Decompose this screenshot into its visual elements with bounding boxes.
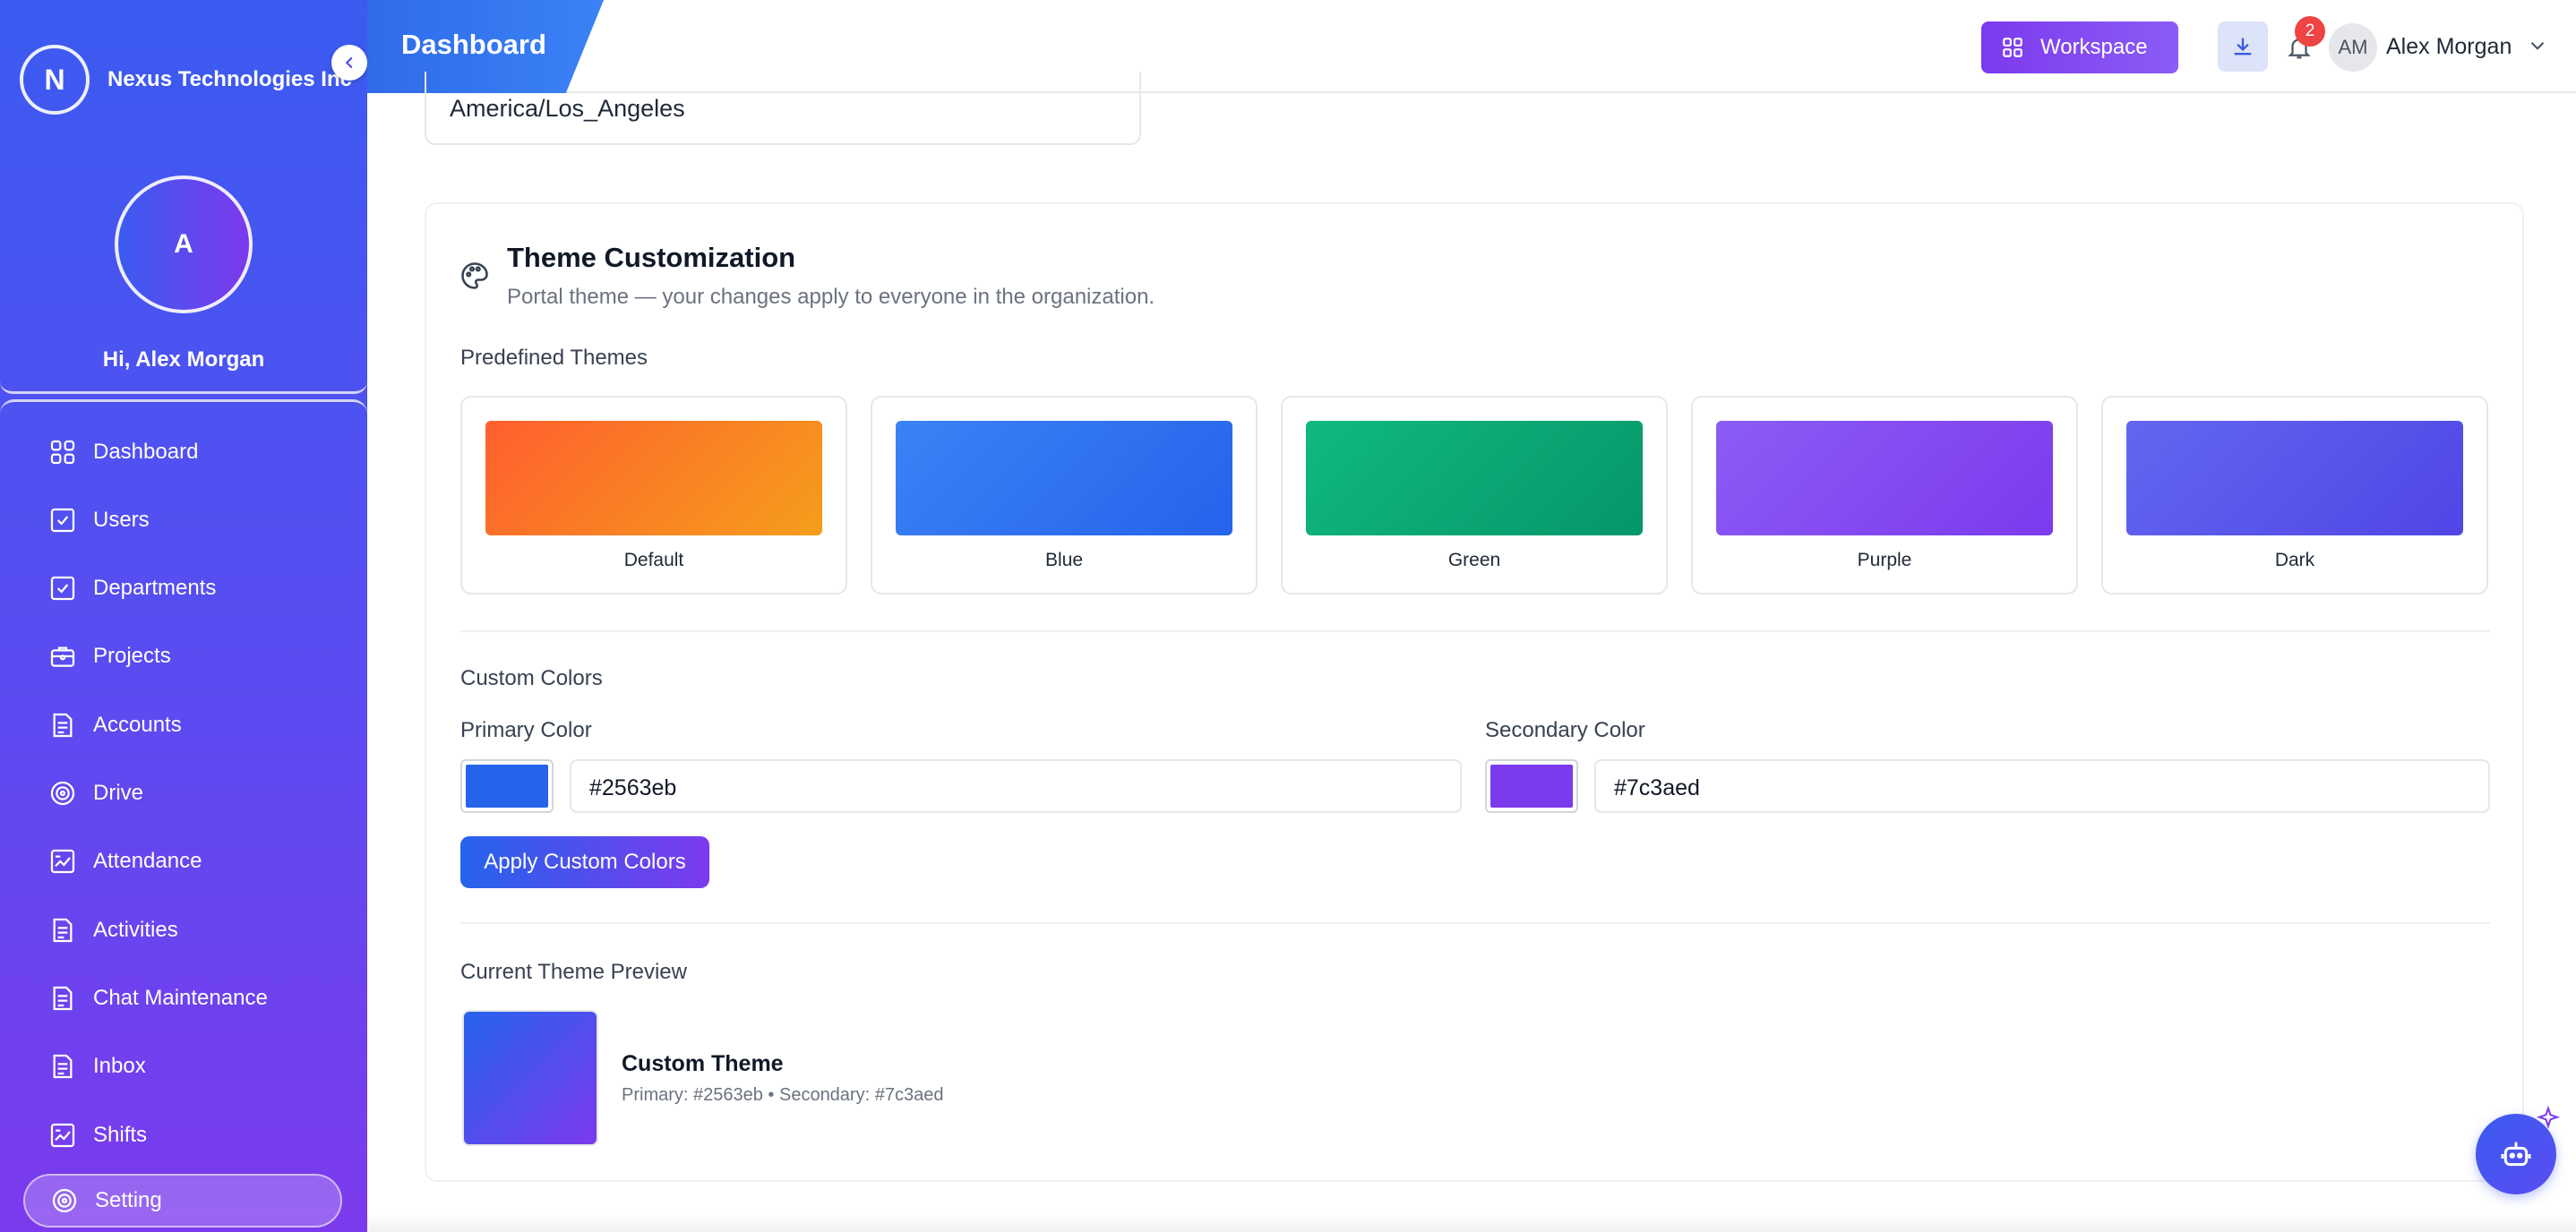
- assistant-button[interactable]: [2476, 1114, 2556, 1194]
- sidebar-item-shifts[interactable]: Shifts: [23, 1108, 342, 1162]
- sidebar-item-label: Attendance: [93, 849, 202, 873]
- checkbox-icon: [47, 572, 79, 604]
- theme-swatch: [2126, 421, 2463, 535]
- sidebar-item-label: Chat Maintenance: [93, 986, 268, 1010]
- sidebar-item-departments[interactable]: Departments: [23, 561, 342, 615]
- chevron-left-icon: [345, 56, 353, 69]
- gear-icon: [48, 1185, 81, 1217]
- document-icon: [47, 914, 79, 946]
- sidebar-item-projects[interactable]: Projects: [23, 629, 342, 683]
- primary-color-input[interactable]: #2563eb: [570, 759, 1462, 813]
- company-logo: N: [20, 45, 90, 115]
- grid-icon: [47, 436, 79, 468]
- workspace-button[interactable]: Workspace: [1981, 21, 2178, 73]
- theme-swatch: [896, 421, 1232, 535]
- sidebar-item-chat-maintenance[interactable]: Chat Maintenance: [23, 971, 342, 1025]
- theme-customization-card: Theme Customization Portal theme — your …: [425, 202, 2524, 1182]
- current-theme-preview-label: Current Theme Preview: [460, 960, 687, 984]
- theme-name: Dark: [2274, 550, 2315, 570]
- timezone-field[interactable]: America/Los_Angeles: [425, 72, 1141, 145]
- chevron-down-icon[interactable]: [2526, 34, 2549, 57]
- sidebar-nav: Dashboard Users Departments Projects Acc…: [0, 399, 367, 1232]
- theme-option-blue[interactable]: Blue: [871, 396, 1258, 595]
- bottom-shade: [367, 1214, 2576, 1232]
- sidebar-item-inbox[interactable]: Inbox: [23, 1040, 342, 1093]
- sidebar-item-label: Accounts: [93, 713, 182, 737]
- profile-avatar: A: [115, 175, 253, 313]
- chart-icon: [47, 1119, 79, 1151]
- notification-badge: 2: [2295, 16, 2325, 47]
- theme-option-dark[interactable]: Dark: [2101, 396, 2488, 595]
- disc-icon: [47, 777, 79, 809]
- sidebar-item-dashboard[interactable]: Dashboard: [23, 425, 342, 479]
- workspace-label: Workspace: [2040, 35, 2148, 59]
- predefined-themes-label: Predefined Themes: [460, 346, 648, 370]
- theme-swatch: [485, 421, 822, 535]
- theme-option-purple[interactable]: Purple: [1691, 396, 2078, 595]
- apply-custom-colors-button[interactable]: Apply Custom Colors: [460, 836, 709, 888]
- briefcase-icon: [47, 640, 79, 672]
- secondary-color-input[interactable]: #7c3aed: [1594, 759, 2490, 813]
- theme-swatch: [1306, 421, 1643, 535]
- sparkle-icon: [2535, 1105, 2562, 1132]
- document-icon: [47, 709, 79, 741]
- download-icon: [2234, 38, 2252, 56]
- sidebar-item-users[interactable]: Users: [23, 493, 342, 547]
- theme-swatch: [1716, 421, 2053, 535]
- top-header: Dashboard Workspace 2 AM Alex Morgan: [367, 0, 2576, 93]
- sidebar-item-activities[interactable]: Activities: [23, 903, 342, 957]
- document-icon: [47, 982, 79, 1014]
- theme-name: Purple: [1857, 550, 1912, 570]
- theme-name: Blue: [1044, 550, 1084, 570]
- primary-color-label: Primary Color: [460, 718, 592, 742]
- company-name: Nexus Technologies Inc: [107, 67, 352, 91]
- chart-icon: [47, 845, 79, 877]
- divider: [460, 922, 2490, 924]
- robot-icon: [2501, 1142, 2531, 1167]
- sidebar-item-label: Projects: [93, 644, 171, 668]
- document-icon: [47, 1050, 79, 1082]
- theme-name: Default: [623, 550, 684, 570]
- sidebar-item-attendance[interactable]: Attendance: [23, 834, 342, 888]
- user-name[interactable]: Alex Morgan: [2386, 34, 2512, 59]
- sidebar-item-label: Setting: [95, 1188, 162, 1212]
- theme-preview-swatch: [462, 1010, 598, 1146]
- secondary-color-label: Secondary Color: [1485, 718, 1645, 742]
- collapse-sidebar-button[interactable]: [331, 45, 367, 81]
- theme-option-green[interactable]: Green: [1281, 396, 1668, 595]
- custom-colors-label: Custom Colors: [460, 666, 603, 690]
- checkbox-icon: [47, 504, 79, 536]
- download-button[interactable]: [2218, 21, 2268, 72]
- primary-color-picker[interactable]: [460, 759, 554, 813]
- sidebar-item-accounts[interactable]: Accounts: [23, 698, 342, 752]
- primary-color-preview: [466, 765, 548, 808]
- preview-theme-name: Custom Theme: [622, 1051, 784, 1076]
- sidebar-item-label: Shifts: [93, 1123, 148, 1147]
- profile-card: [0, 0, 367, 394]
- sidebar-item-label: Departments: [93, 576, 217, 600]
- sidebar-item-label: Users: [93, 508, 150, 532]
- sidebar-item-setting[interactable]: Setting: [23, 1174, 342, 1228]
- palette-icon: [459, 260, 494, 295]
- profile-greeting: Hi, Alex Morgan: [102, 347, 265, 372]
- secondary-color-picker[interactable]: [1485, 759, 1578, 813]
- grid-icon: [2001, 36, 2024, 59]
- sidebar-item-drive[interactable]: Drive: [23, 766, 342, 820]
- sidebar: N Nexus Technologies Inc A Hi, Alex Morg…: [0, 0, 367, 1232]
- theme-title: Theme Customization: [507, 242, 796, 273]
- secondary-color-preview: [1490, 765, 1573, 808]
- theme-option-default[interactable]: Default: [460, 396, 847, 595]
- sidebar-item-label: Inbox: [93, 1054, 146, 1078]
- preview-theme-detail: Primary: #2563eb • Secondary: #7c3aed: [622, 1085, 944, 1105]
- avatar[interactable]: AM: [2329, 23, 2377, 72]
- sidebar-item-label: Drive: [93, 781, 144, 805]
- brand: N Nexus Technologies Inc: [20, 45, 352, 115]
- theme-name: Green: [1447, 550, 1501, 570]
- theme-subtitle: Portal theme — your changes apply to eve…: [507, 285, 1155, 309]
- sidebar-item-label: Dashboard: [93, 440, 199, 464]
- divider: [460, 630, 2490, 632]
- header-tab: [367, 0, 604, 93]
- sidebar-item-label: Activities: [93, 918, 178, 942]
- page-title: Dashboard: [401, 29, 546, 60]
